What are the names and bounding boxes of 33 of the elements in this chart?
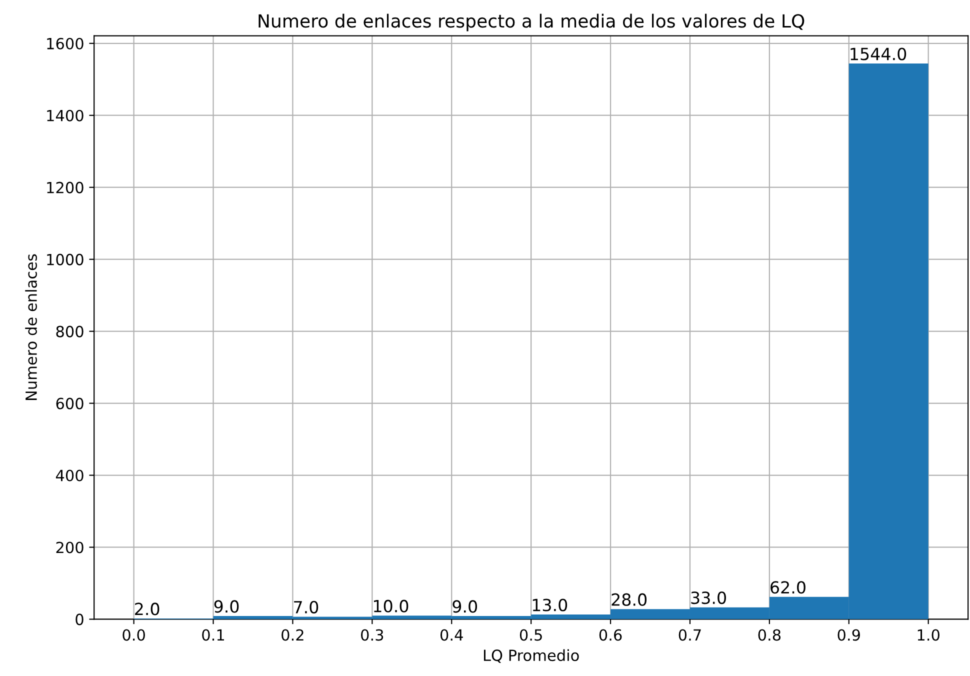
data-label: 28.0 xyxy=(612,593,647,606)
y-tick-label: 1400 xyxy=(47,110,84,122)
x-tick-label: 0.4 xyxy=(440,629,463,641)
x-axis-title: LQ Promedio xyxy=(484,649,579,663)
y-tick-label: 1600 xyxy=(47,38,84,50)
data-label: 9.0 xyxy=(452,600,478,613)
data-label: 10.0 xyxy=(374,600,408,612)
y-tick-label: 1200 xyxy=(47,182,84,194)
data-label: 62.0 xyxy=(770,581,806,594)
y-axis-title: Numero de enlaces xyxy=(25,254,37,400)
chart-title: Numero de enlaces respecto a la media de los valores de LQ xyxy=(258,14,804,32)
x-tick-label: 0.2 xyxy=(282,629,304,641)
y-tick-label: 800 xyxy=(56,326,84,338)
y-tick-label: 600 xyxy=(56,398,84,410)
data-label: 7.0 xyxy=(294,600,318,614)
data-label: 1544.0 xyxy=(850,48,906,60)
x-tick-label: 0.7 xyxy=(678,629,701,641)
data-label: 13.0 xyxy=(532,598,568,612)
x-tick-label: 0.6 xyxy=(599,629,622,641)
x-tick-label: 0.9 xyxy=(838,629,860,641)
data-label: 9.0 xyxy=(214,600,239,613)
data-label: 2.0 xyxy=(135,602,160,616)
y-tick-label: 0 xyxy=(76,614,84,626)
x-tick-label: 0.3 xyxy=(361,629,384,641)
x-tick-label: 0.0 xyxy=(122,629,145,641)
x-tick-label: 0.5 xyxy=(520,629,542,641)
x-tick-label: 0.8 xyxy=(758,629,781,641)
x-tick-label: 1.0 xyxy=(918,629,940,641)
y-tick-label: 400 xyxy=(56,470,84,482)
data-label: 33.0 xyxy=(691,592,726,604)
y-tick-label: 200 xyxy=(56,542,84,554)
x-tick-label: 0.1 xyxy=(202,629,224,641)
y-tick-label: 1000 xyxy=(47,254,84,266)
